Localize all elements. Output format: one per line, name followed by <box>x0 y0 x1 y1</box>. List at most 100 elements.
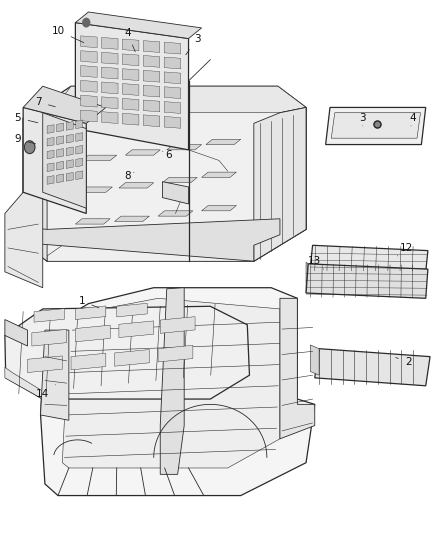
Polygon shape <box>41 288 315 496</box>
Polygon shape <box>164 102 181 114</box>
Polygon shape <box>66 147 73 156</box>
Polygon shape <box>5 319 28 346</box>
Polygon shape <box>143 85 160 97</box>
Polygon shape <box>81 36 97 47</box>
Polygon shape <box>82 155 117 160</box>
Polygon shape <box>143 55 160 67</box>
Polygon shape <box>47 163 54 172</box>
Polygon shape <box>160 317 195 333</box>
Polygon shape <box>76 146 83 154</box>
Polygon shape <box>43 113 86 208</box>
Polygon shape <box>81 80 97 92</box>
Polygon shape <box>162 182 188 204</box>
Polygon shape <box>254 108 306 261</box>
Polygon shape <box>75 22 188 150</box>
Polygon shape <box>164 72 181 84</box>
Polygon shape <box>76 120 83 128</box>
Polygon shape <box>34 309 64 322</box>
Polygon shape <box>315 349 430 386</box>
Polygon shape <box>306 262 308 293</box>
Polygon shape <box>23 118 47 261</box>
Polygon shape <box>23 219 280 261</box>
Polygon shape <box>167 144 201 150</box>
Polygon shape <box>306 264 428 298</box>
Polygon shape <box>254 108 306 261</box>
Polygon shape <box>5 306 250 399</box>
Polygon shape <box>331 113 420 138</box>
Polygon shape <box>76 133 83 141</box>
Polygon shape <box>143 100 160 112</box>
Polygon shape <box>66 134 73 143</box>
Polygon shape <box>32 329 67 346</box>
Polygon shape <box>102 52 118 64</box>
Polygon shape <box>23 108 86 214</box>
Polygon shape <box>102 82 118 94</box>
Circle shape <box>83 18 90 27</box>
Polygon shape <box>102 112 118 124</box>
Polygon shape <box>78 187 113 192</box>
Polygon shape <box>280 298 315 439</box>
Polygon shape <box>164 42 181 54</box>
Polygon shape <box>41 330 69 420</box>
Polygon shape <box>125 150 160 155</box>
Polygon shape <box>47 150 54 159</box>
Polygon shape <box>122 54 139 66</box>
Polygon shape <box>143 70 160 82</box>
Polygon shape <box>143 115 160 127</box>
Text: 6: 6 <box>162 150 172 160</box>
Polygon shape <box>75 12 201 38</box>
Polygon shape <box>23 86 306 261</box>
Polygon shape <box>119 183 154 188</box>
Polygon shape <box>160 288 184 474</box>
Polygon shape <box>206 139 241 144</box>
Polygon shape <box>75 219 110 224</box>
Polygon shape <box>102 97 118 109</box>
Polygon shape <box>158 345 193 362</box>
Polygon shape <box>47 125 54 133</box>
Polygon shape <box>119 321 154 337</box>
Polygon shape <box>66 160 73 168</box>
Text: 2: 2 <box>396 357 412 367</box>
Text: 9: 9 <box>14 134 35 144</box>
Text: 3: 3 <box>186 34 201 55</box>
Polygon shape <box>47 138 54 146</box>
Polygon shape <box>122 84 139 95</box>
Polygon shape <box>57 123 64 132</box>
Polygon shape <box>71 353 106 370</box>
Text: 4: 4 <box>410 113 416 126</box>
Polygon shape <box>57 136 64 144</box>
Text: 14: 14 <box>36 385 56 399</box>
Text: 12: 12 <box>397 243 413 256</box>
Polygon shape <box>66 173 73 181</box>
Text: 3: 3 <box>359 113 366 126</box>
Text: 4: 4 <box>124 28 135 52</box>
Polygon shape <box>76 158 83 167</box>
Polygon shape <box>47 175 54 184</box>
Polygon shape <box>5 192 43 288</box>
Polygon shape <box>81 51 97 62</box>
Circle shape <box>25 141 35 154</box>
Polygon shape <box>143 41 160 52</box>
Polygon shape <box>62 298 280 468</box>
Polygon shape <box>158 211 193 216</box>
Polygon shape <box>81 66 97 77</box>
Polygon shape <box>47 86 306 144</box>
Text: 7: 7 <box>35 97 55 107</box>
Polygon shape <box>75 306 106 319</box>
Text: 5: 5 <box>14 113 38 123</box>
Polygon shape <box>311 345 319 375</box>
Polygon shape <box>122 99 139 110</box>
Polygon shape <box>57 174 64 183</box>
Polygon shape <box>201 172 237 177</box>
Polygon shape <box>81 95 97 107</box>
Polygon shape <box>66 122 73 130</box>
Polygon shape <box>76 171 83 180</box>
Polygon shape <box>75 325 110 342</box>
Polygon shape <box>5 367 43 399</box>
Polygon shape <box>102 37 118 49</box>
Polygon shape <box>81 110 97 122</box>
Polygon shape <box>28 356 62 373</box>
Polygon shape <box>311 245 428 272</box>
Polygon shape <box>164 116 181 128</box>
Polygon shape <box>115 350 149 366</box>
